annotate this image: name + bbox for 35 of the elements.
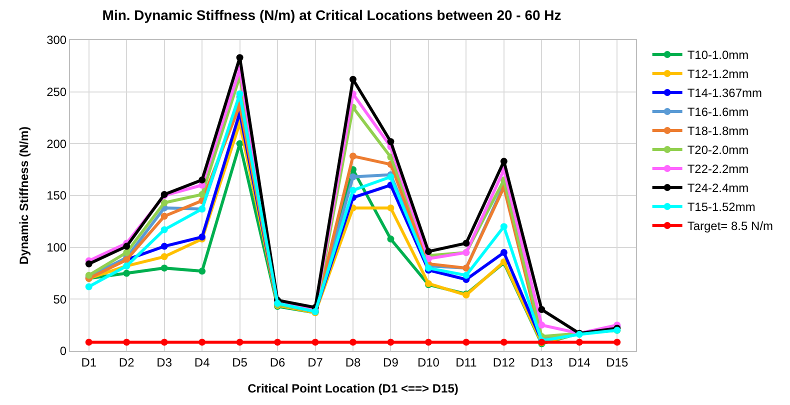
x-tick-label: D6	[270, 355, 286, 370]
x-tick-label: D2	[118, 355, 135, 370]
x-tick-label: D4	[194, 355, 210, 370]
chart-title: Min. Dynamic Stiffness (N/m) at Critical Locations between 20 - 60 Hz	[102, 6, 562, 23]
x-tick-label: D1	[81, 355, 97, 370]
y-axis-title: Dynamic Stiffness (N/m)	[16, 126, 31, 265]
legend-label: T10-1.0mm	[687, 48, 749, 62]
x-tick-label: D10	[417, 355, 440, 370]
legend-label: T12-1.2mm	[687, 67, 749, 82]
legend-label: Target= 8.5 N/m	[687, 219, 774, 234]
x-tick-label: D5	[232, 355, 248, 370]
y-tick-label: 100	[46, 240, 67, 255]
y-tick-label: 0	[60, 344, 67, 358]
legend-label: T24-2.4mm	[687, 181, 749, 196]
legend-label: T16-1.6mm	[687, 105, 749, 120]
y-tick-label: 50	[53, 292, 67, 306]
x-tick-label: D3	[156, 355, 172, 370]
legend-label: T20-2.0mm	[687, 143, 749, 158]
x-tick-label: D15	[606, 355, 628, 370]
x-tick-label: D14	[568, 355, 591, 370]
x-tick-label: D11	[456, 355, 478, 370]
x-axis-title: Critical Point Location (D1 <==> D15)	[248, 381, 458, 396]
y-tick-label: 250	[46, 85, 67, 100]
x-tick-label: D8	[345, 355, 361, 370]
y-tick-label: 200	[46, 136, 67, 151]
y-tick-label: 300	[46, 33, 67, 48]
legend-label: T18-1.8mm	[687, 124, 749, 138]
x-tick-label: D12	[492, 355, 516, 370]
legend-label: T14-1.367mm	[687, 86, 762, 100]
x-tick-label: D13	[530, 355, 553, 370]
x-tick-label: D7	[308, 355, 324, 370]
y-tick-label: 150	[46, 188, 67, 203]
legend-label: T22-2.2mm	[687, 162, 749, 176]
x-tick-label: D9	[383, 355, 399, 370]
legend-label: T15-1.52mm	[687, 200, 756, 214]
